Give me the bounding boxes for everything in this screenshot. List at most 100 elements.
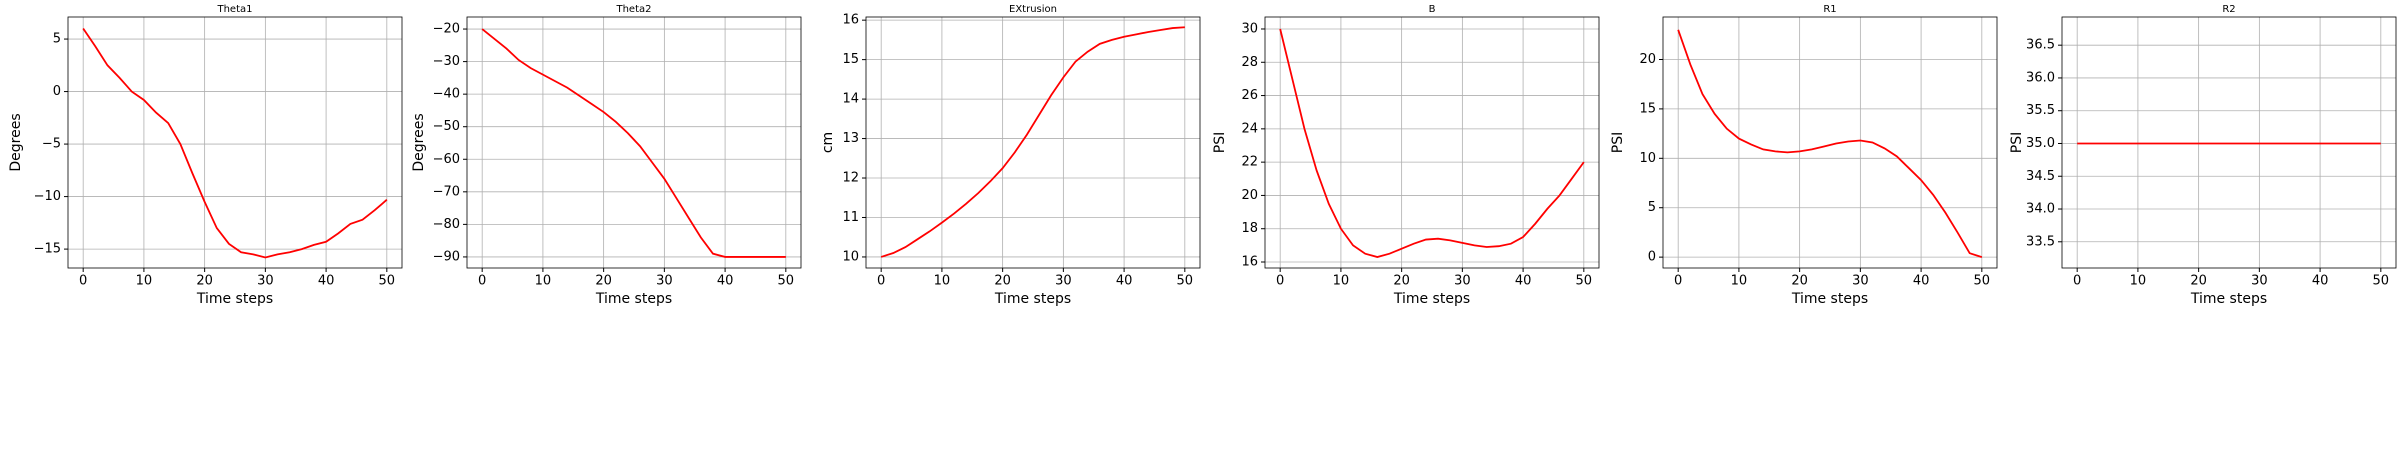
y-tick-label: 28 <box>1241 55 1258 70</box>
y-tick-label: 5 <box>1648 200 1656 215</box>
x-tick-label: 10 <box>1333 274 1350 289</box>
y-tick-label: 20 <box>1241 188 1258 203</box>
x-tick-label: 0 <box>1674 274 1682 289</box>
x-tick-label: 20 <box>1791 274 1808 289</box>
x-tick-label: 30 <box>1454 274 1471 289</box>
y-tick-label: 16 <box>842 13 859 28</box>
axes-frame <box>466 16 802 269</box>
y-axis-label: cm <box>820 132 836 153</box>
axes-frame <box>865 16 1201 269</box>
y-tick-label: 36.0 <box>2026 70 2055 85</box>
y-tick-label: 34.5 <box>2026 169 2055 184</box>
y-tick-label: 13 <box>842 131 859 146</box>
y-tick-label: 11 <box>842 210 859 225</box>
data-line <box>481 28 786 258</box>
y-tick-label: −70 <box>433 184 460 199</box>
x-tick-label: 0 <box>1276 274 1284 289</box>
x-tick-label: 10 <box>136 274 153 289</box>
x-tick-label: 40 <box>318 274 335 289</box>
y-tick-label: 34.0 <box>2026 202 2055 217</box>
x-tick-label: 20 <box>196 274 213 289</box>
subplot: 0 10 20 30 40 50 −90 −80 −70 −60 −50 −40 −30 −20 Theta… <box>411 4 802 307</box>
x-tick-label: 10 <box>934 274 951 289</box>
x-tick-label: 50 <box>2373 274 2390 289</box>
y-tick-label: −40 <box>433 87 460 102</box>
y-tick-label: −20 <box>433 22 460 37</box>
y-tick-label: 36.5 <box>2026 38 2055 53</box>
x-tick-label: 20 <box>994 274 1011 289</box>
x-tick-label: 30 <box>1055 274 1072 289</box>
y-tick-label: 15 <box>842 52 859 67</box>
subplot-title: Theta1 <box>216 4 252 15</box>
subplot: 0 10 20 30 40 50 0 5 10 15 20 R1 Time steps PSI <box>1610 4 1998 307</box>
x-tick-label: 10 <box>1731 274 1748 289</box>
y-tick-label: −30 <box>433 54 460 69</box>
subplot: 0 10 20 30 40 50 10 11 12 13 14 15 16 EXtrusion Time s… <box>820 4 1201 307</box>
axes-frame <box>1662 16 1998 269</box>
subplot: 0 10 20 30 40 50 −15 −10 −5 0 5 Theta1 Time steps Deg… <box>8 4 403 307</box>
x-tick-label: 0 <box>79 274 87 289</box>
y-tick-label: −10 <box>34 189 61 204</box>
y-tick-label: 14 <box>842 92 859 107</box>
y-tick-label: −15 <box>34 242 61 257</box>
x-tick-label: 40 <box>1515 274 1532 289</box>
subplot: 0 10 20 30 40 50 33.5 34.0 34.5 35.0 35.5 36.0 36.5 R… <box>2009 4 2397 307</box>
axes-frame <box>67 16 403 269</box>
y-axis-label: PSI <box>1610 132 1626 153</box>
subplot-title: R1 <box>1823 4 1836 15</box>
data-line <box>1279 28 1585 258</box>
x-tick-label: 30 <box>257 274 274 289</box>
x-axis-label: Time steps <box>196 291 273 307</box>
x-tick-label: 20 <box>1393 274 1410 289</box>
x-tick-label: 20 <box>595 274 612 289</box>
y-tick-label: 5 <box>53 32 61 47</box>
y-tick-label: 0 <box>53 84 61 99</box>
y-tick-label: 33.5 <box>2026 234 2055 249</box>
x-tick-label: 50 <box>778 274 795 289</box>
data-line <box>1677 29 1983 258</box>
y-axis-label: PSI <box>2009 132 2025 153</box>
x-tick-label: 10 <box>2130 274 2147 289</box>
y-tick-label: 30 <box>1241 21 1258 36</box>
y-tick-label: 35.5 <box>2026 103 2055 118</box>
data-line <box>880 26 1185 258</box>
y-tick-label: −50 <box>433 119 460 134</box>
x-tick-label: 30 <box>1852 274 1869 289</box>
y-tick-label: 20 <box>1639 52 1656 67</box>
subplot-title: B <box>1429 4 1436 15</box>
y-tick-label: −5 <box>42 137 61 152</box>
y-tick-label: 0 <box>1648 250 1656 265</box>
y-tick-label: 10 <box>842 249 859 264</box>
x-tick-label: 40 <box>717 274 734 289</box>
axes-frame <box>2061 16 2397 269</box>
x-tick-label: 30 <box>656 274 673 289</box>
x-tick-label: 20 <box>2190 274 2207 289</box>
y-tick-label: 24 <box>1241 121 1258 136</box>
y-tick-label: 18 <box>1241 221 1258 236</box>
y-tick-label: −80 <box>433 217 460 232</box>
x-tick-label: 10 <box>535 274 552 289</box>
y-tick-label: −90 <box>433 249 460 264</box>
y-tick-label: 12 <box>842 171 859 186</box>
y-tick-label: 22 <box>1241 155 1258 170</box>
x-tick-label: 40 <box>2312 274 2329 289</box>
axes-frame <box>1264 16 1600 269</box>
x-tick-label: 50 <box>1974 274 1991 289</box>
subplot-title: EXtrusion <box>1009 4 1057 15</box>
y-tick-label: −60 <box>433 152 460 167</box>
x-axis-label: Time steps <box>994 291 1071 307</box>
y-axis-label: Degrees <box>8 113 24 171</box>
data-line <box>82 28 388 259</box>
x-tick-label: 40 <box>1913 274 1930 289</box>
y-tick-label: 15 <box>1639 101 1656 116</box>
x-tick-label: 0 <box>877 274 885 289</box>
x-tick-label: 50 <box>379 274 396 289</box>
subplot-title: R2 <box>2222 4 2235 15</box>
x-tick-label: 0 <box>478 274 486 289</box>
x-tick-label: 50 <box>1177 274 1194 289</box>
y-tick-label: 26 <box>1241 88 1258 103</box>
x-tick-label: 40 <box>1116 274 1133 289</box>
x-tick-label: 50 <box>1576 274 1593 289</box>
y-tick-label: 16 <box>1241 255 1258 270</box>
